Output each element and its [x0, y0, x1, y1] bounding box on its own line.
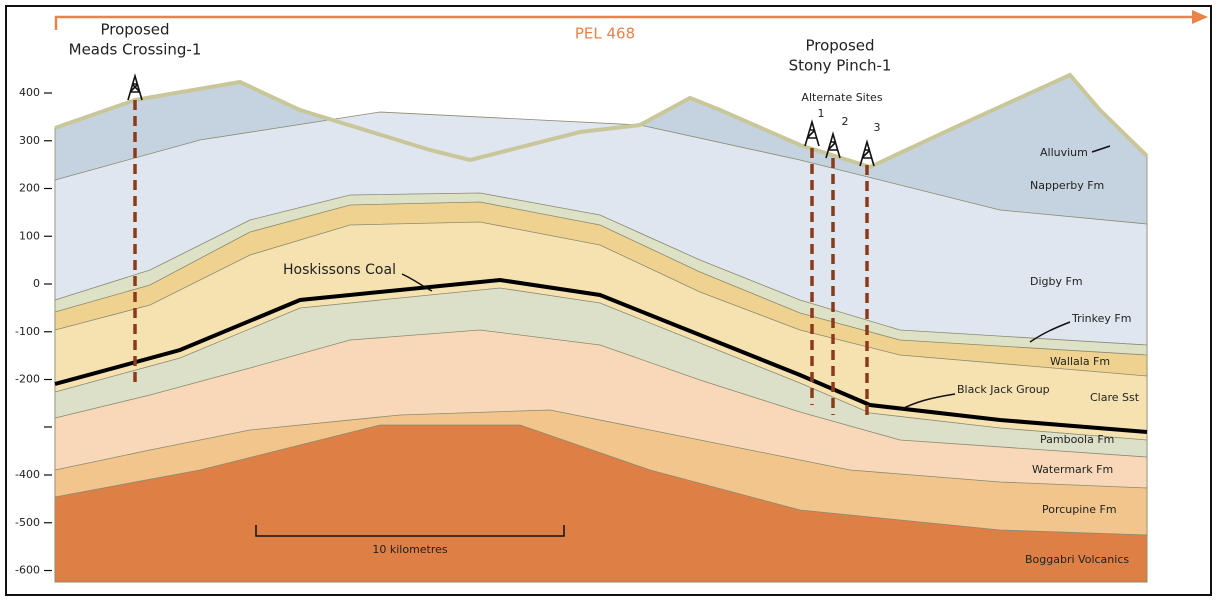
well-title: Proposed — [805, 37, 874, 55]
tick-label: -200 — [15, 373, 40, 386]
layer-label: Wallala Fm — [1050, 355, 1110, 368]
pel-label: PEL 468 — [575, 25, 635, 43]
layer-label: Napperby Fm — [1030, 179, 1104, 192]
tick-label: 0 — [33, 277, 40, 290]
site-number: 2 — [842, 115, 849, 128]
layer-label: Porcupine Fm — [1042, 503, 1117, 516]
tick-label: -600 — [15, 564, 40, 577]
layer-label: Trinkey Fm — [1071, 312, 1131, 325]
layer-label: Pamboola Fm — [1040, 433, 1114, 446]
tick-label: 100 — [19, 229, 40, 242]
tick-label: 400 — [19, 86, 40, 99]
well-title: Proposed — [100, 21, 169, 39]
layer-label: Clare Sst — [1090, 391, 1140, 404]
well-title: Meads Crossing-1 — [69, 41, 202, 59]
layer-label: Boggabri Volcanics — [1025, 553, 1129, 566]
scale-label: 10 kilometres — [372, 543, 448, 556]
well-title: Stony Pinch-1 — [789, 57, 892, 75]
layer-label: Black Jack Group — [957, 383, 1050, 396]
layer-label: Alluvium — [1040, 146, 1088, 159]
tick-label: 300 — [19, 134, 40, 147]
tick-label: -500 — [15, 516, 40, 529]
tick-label: -400 — [15, 468, 40, 481]
layer-label: Watermark Fm — [1032, 463, 1113, 476]
sites-note: Alternate Sites — [801, 91, 882, 104]
site-number: 1 — [818, 107, 825, 120]
coal-label: Hoskissons Coal — [283, 262, 396, 278]
tick-label: 200 — [19, 182, 40, 195]
layer-label: Digby Fm — [1030, 275, 1083, 288]
tick-label: -100 — [15, 325, 40, 338]
layers — [55, 75, 1147, 582]
cross-section: PEL 468 Proposed Meads Crossing-1 Propos… — [0, 0, 1217, 601]
site-number: 3 — [874, 121, 881, 134]
